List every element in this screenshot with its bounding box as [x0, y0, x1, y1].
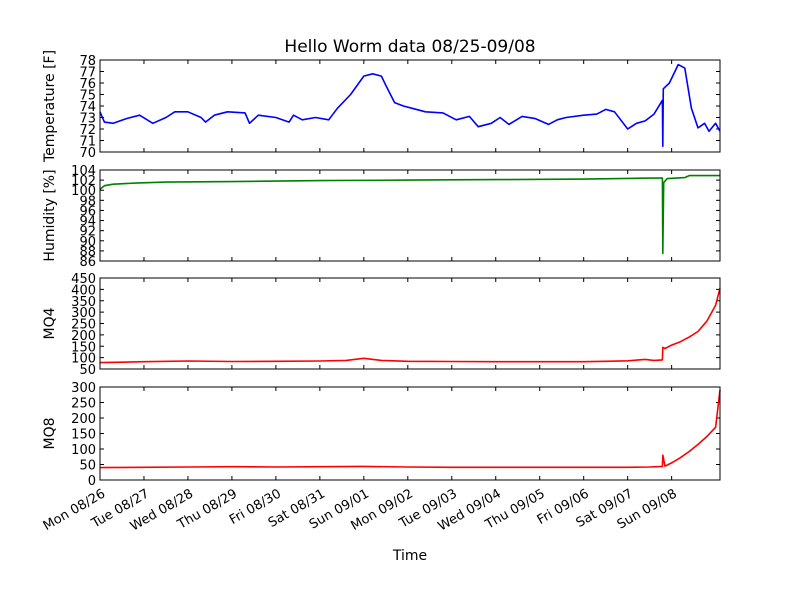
y-tick-label: 94: [79, 215, 96, 230]
y-tick-label: 75: [79, 89, 96, 104]
y-tick-label: 74: [79, 100, 96, 115]
y-tick-label: 0: [88, 474, 96, 489]
y-tick-label: 250: [71, 397, 96, 412]
y-axis-label: MQ8: [42, 417, 58, 449]
y-tick-label: 102: [71, 174, 96, 189]
y-tick-label: 100: [71, 443, 96, 458]
series-line-0: [99, 63, 721, 148]
y-tick-label: 90: [79, 235, 96, 250]
series-line-1: [99, 174, 720, 255]
axes-frame: [99, 277, 721, 370]
y-axis-label: Humidity [%]: [42, 169, 58, 261]
y-tick-label: 150: [71, 428, 96, 443]
chart-title: Hello Worm data 08/25-09/08: [284, 37, 535, 57]
series-line-2: [99, 288, 721, 364]
y-tick-label: 150: [71, 340, 96, 355]
y-tick-label: 450: [71, 272, 96, 287]
axes-frame: [99, 169, 721, 262]
y-tick-label: 400: [71, 283, 96, 298]
y-tick-label: 96: [79, 204, 96, 219]
y-tick-label: 104: [71, 164, 96, 179]
y-tick-label: 300: [71, 306, 96, 321]
y-tick-label: 100: [71, 352, 96, 367]
y-tick-label: 350: [71, 295, 96, 310]
y-tick-label: 88: [79, 245, 96, 260]
axes-frame: [99, 386, 721, 481]
y-tick-label: 73: [79, 112, 96, 127]
y-tick-label: 300: [71, 381, 96, 396]
y-tick-label: 72: [79, 123, 96, 138]
y-tick-label: 50: [79, 363, 96, 378]
y-tick-label: 86: [79, 255, 96, 270]
y-tick-label: 71: [79, 135, 96, 150]
y-tick-label: 77: [79, 66, 96, 81]
axes-frame: [99, 59, 721, 153]
y-tick-label: 100: [71, 184, 96, 199]
y-tick-label: 50: [79, 459, 96, 474]
y-tick-label: 200: [71, 412, 96, 427]
y-tick-label: 76: [79, 77, 96, 92]
y-axis-label: MQ4: [42, 307, 58, 339]
y-tick-label: 200: [71, 329, 96, 344]
y-tick-label: 78: [79, 54, 96, 69]
series-line-3: [99, 390, 721, 469]
x-axis-label: Time: [392, 548, 427, 564]
y-tick-label: 250: [71, 318, 96, 333]
y-tick-label: 98: [79, 194, 96, 209]
y-tick-label: 92: [79, 225, 96, 240]
y-axis-label: Temperature [F]: [42, 50, 58, 163]
y-tick-label: 70: [79, 146, 96, 161]
